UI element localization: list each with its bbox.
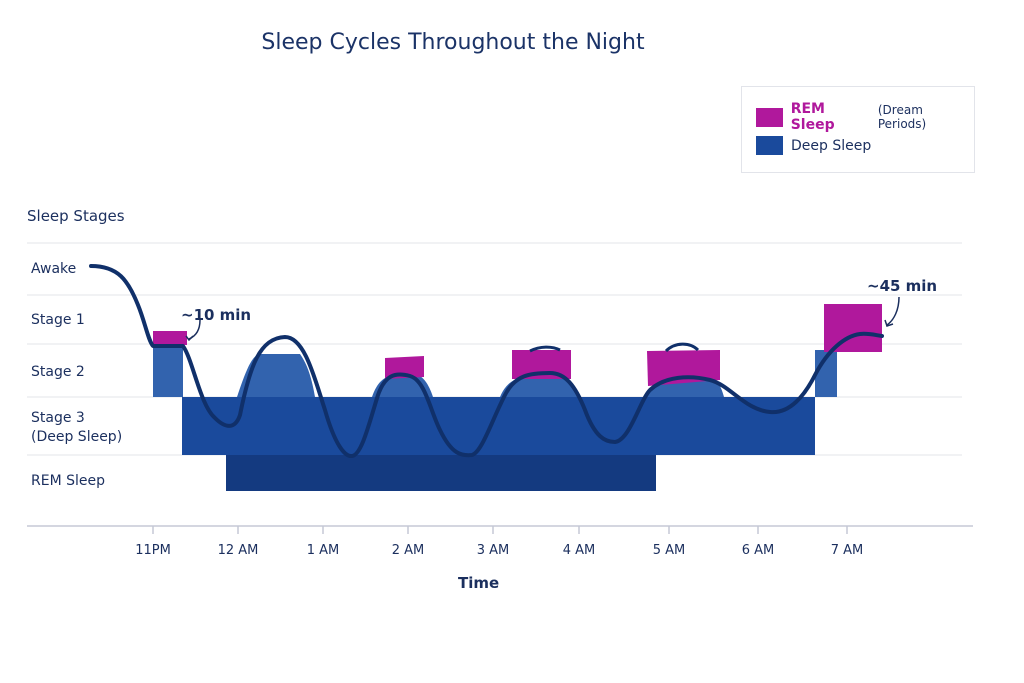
y-label-stage2: Stage 2: [31, 364, 85, 380]
y-label-awake: Awake: [31, 261, 77, 277]
peak-fill-1: [237, 354, 315, 397]
y-axis-title: Sleep Stages: [27, 207, 125, 225]
annotation-10min: ~10 min: [181, 306, 252, 324]
hypnogram-line: [89, 264, 884, 458]
rem-arc-3: [529, 345, 561, 353]
rem-marker-5: [824, 304, 882, 352]
legend-deep-label: Deep Sleep: [791, 137, 872, 154]
chart-title: Sleep Cycles Throughout the Night: [261, 30, 645, 55]
legend-rem-note: (Dream Periods): [877, 103, 927, 131]
x-tick-4am: 4 AM: [562, 543, 596, 558]
rem-marker-1: [153, 331, 187, 345]
rem-swatch: [756, 107, 783, 127]
x-tick-5am: 5 AM: [652, 543, 686, 558]
x-tick-1am: 1 AM: [306, 543, 340, 558]
x-axis-title: Time: [458, 574, 500, 592]
legend-item-deep: Deep Sleep: [756, 136, 871, 155]
x-tick-12am: 12 AM: [217, 543, 259, 558]
x-tick-11pm: 11PM: [135, 543, 171, 558]
y-label-stage3: Stage 3: [31, 410, 85, 426]
y-label-deep-sleep: (Deep Sleep): [31, 429, 123, 445]
legend-item-rem: REM Sleep (Dream Periods): [756, 101, 974, 133]
arrowhead-45min: [884, 319, 894, 327]
rem-stage-block: [226, 455, 656, 491]
peak-fill-3: [500, 378, 580, 397]
arrowhead-10min: [185, 335, 194, 342]
x-tick-2am: 2 AM: [391, 543, 425, 558]
y-label-rem: REM Sleep: [31, 473, 105, 489]
annotation-45min: ~45 min: [867, 277, 938, 295]
deep-swatch: [756, 136, 783, 155]
legend-rem-label: REM Sleep: [790, 101, 835, 133]
legend: REM Sleep (Dream Periods) Deep Sleep: [741, 86, 975, 173]
y-label-stage1: Stage 1: [31, 312, 85, 328]
x-axis-ticks: [152, 526, 848, 534]
rem-arc-4: [664, 342, 700, 353]
x-tick-3am: 3 AM: [476, 543, 510, 558]
x-tick-6am: 6 AM: [741, 543, 775, 558]
arrow-45min: [886, 296, 900, 326]
stage2-block-2: [815, 350, 837, 397]
stage2-block-1: [153, 344, 183, 397]
x-tick-7am: 7 AM: [830, 543, 864, 558]
